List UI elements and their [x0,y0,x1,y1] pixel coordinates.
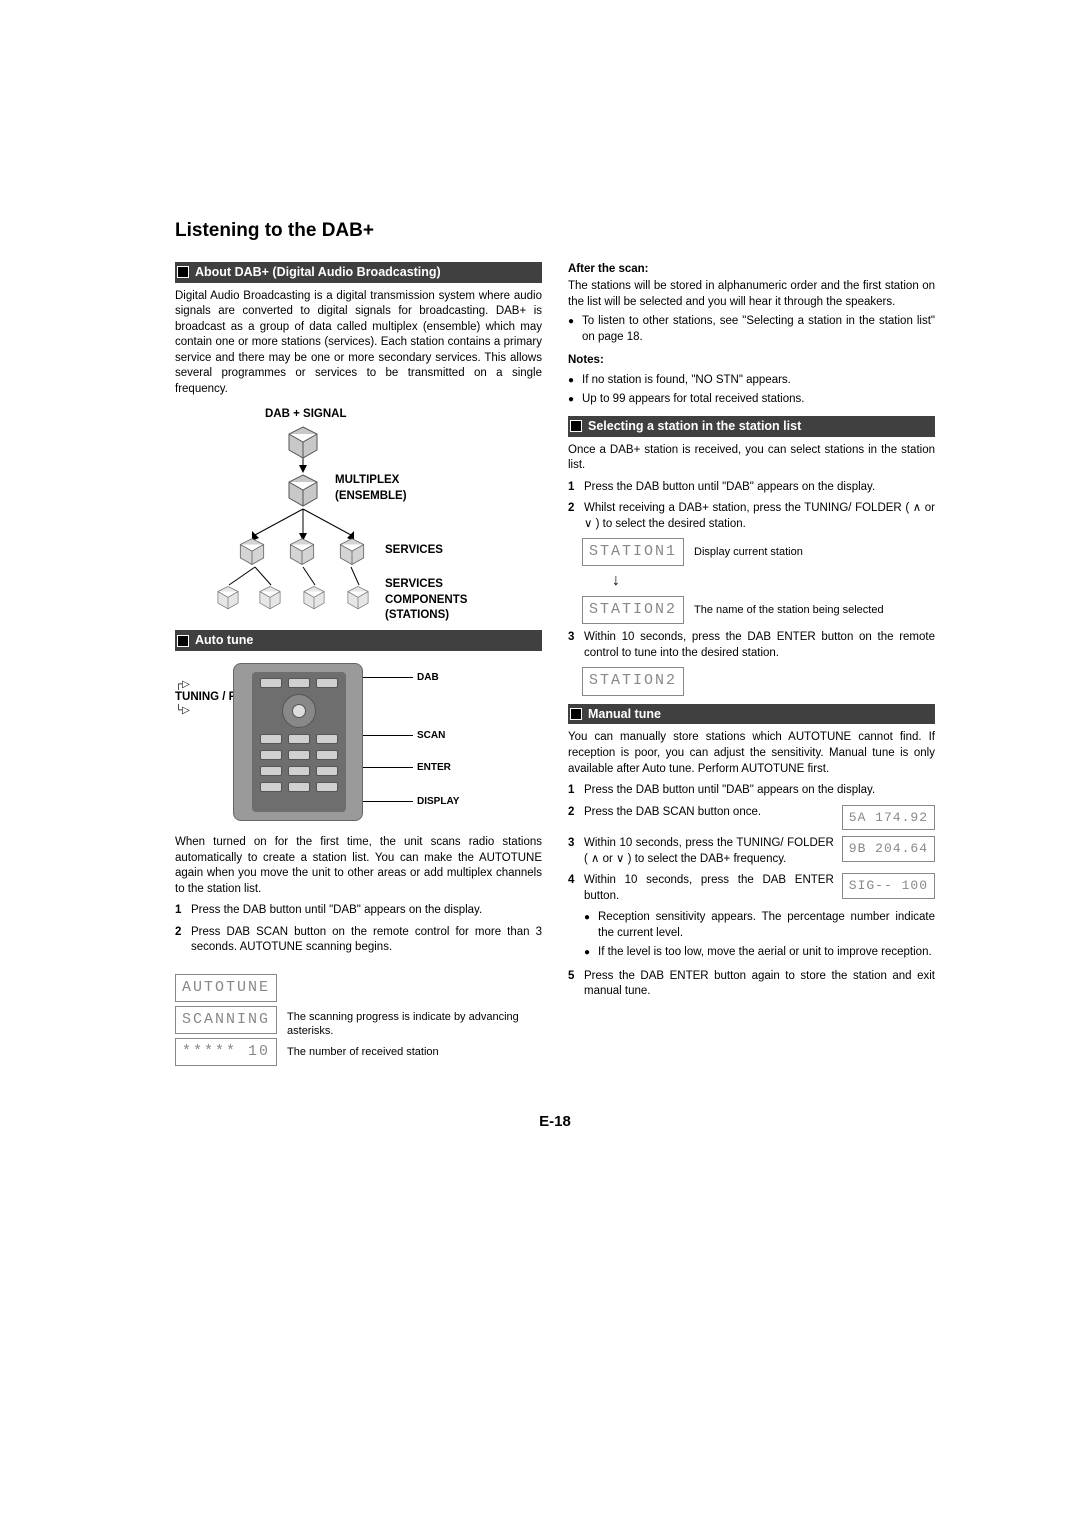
select-steps-2: Within 10 seconds, press the DAB ENTER b… [568,630,935,661]
cube-icon [257,585,283,611]
auto-intro: When turned on for the first time, the u… [175,835,542,897]
lcd-display: STATION2 [582,596,684,624]
signal-diagram: DAB + SIGNAL [175,407,542,622]
caption-selected: The name of the station being selected [694,603,884,618]
square-icon [177,635,189,647]
square-icon [177,266,189,278]
step-text: Press the DAB SCAN button once. [584,805,834,821]
section-header-label: About DAB+ (Digital Audio Broadcasting) [195,264,441,281]
after-scan-header: After the scan: [568,262,935,278]
lcd-display: STATION1 [582,538,684,566]
lcd-display: 5A 174.92 [842,805,935,831]
list-item: Reception sensitivity appears. The perce… [584,910,935,941]
lcd-display: STATION2 [582,667,684,695]
notes-header: Notes: [568,353,935,369]
section-header-auto: Auto tune [175,630,542,651]
section-header-about: About DAB+ (Digital Audio Broadcasting) [175,262,542,283]
after-scan-body: The stations will be stored in alphanume… [568,279,935,310]
square-icon [570,708,582,720]
list-item: Press the DAB button until "DAB" appears… [175,903,542,919]
label-components: SERVICES COMPONENTS (STATIONS) [385,577,495,624]
left-column: About DAB+ (Digital Audio Broadcasting) … [175,256,542,1079]
remote-body-icon [233,663,363,821]
callout-enter: ENTER [417,761,451,775]
cube-icon [215,585,241,611]
section-header-label: Selecting a station in the station list [588,418,801,435]
section-header-label: Manual tune [588,706,661,723]
list-item: Press the DAB button until "DAB" appears… [568,480,935,496]
list-item: To listen to other stations, see "Select… [568,314,935,345]
after-scan-bullets: To listen to other stations, see "Select… [568,314,935,345]
page-title: Listening to the DAB+ [175,218,935,244]
label-services: SERVICES [385,543,443,559]
callout-scan: SCAN [417,729,445,743]
caption-current: Display current station [694,545,803,560]
lcd-display: ***** 10 [175,1038,277,1066]
list-item: If no station is found, "NO STN" appears… [568,373,935,389]
auto-steps: Press the DAB button until "DAB" appears… [175,903,542,956]
list-item: Up to 99 appears for total received stat… [568,392,935,408]
cube-icon [345,585,371,611]
cube-icon [337,537,367,567]
step-text: Within 10 seconds, press the DAB ENTER b… [584,873,834,904]
section-header-select: Selecting a station in the station list [568,416,935,437]
cube-icon [301,585,327,611]
note-number: The number of received station [287,1045,542,1060]
step-text: Within 10 seconds, press the TUNING/ FOL… [584,836,834,867]
section-header-label: Auto tune [195,632,253,649]
list-item: Within 10 seconds, press the TUNING/ FOL… [568,836,935,867]
manual-steps: Press the DAB button until "DAB" appears… [568,783,935,1000]
cube-icon [237,537,267,567]
lcd-display: 9B 204.64 [842,836,935,862]
callout-dab: DAB [417,671,439,685]
list-item: If the level is too low, move the aerial… [584,945,935,961]
cube-icon [287,537,317,567]
lcd-display: AUTOTUNE [175,974,277,1002]
list-item: Within 10 seconds, press the DAB ENTER b… [568,630,935,661]
content-columns: About DAB+ (Digital Audio Broadcasting) … [175,256,935,1079]
right-column: After the scan: The stations will be sto… [568,256,935,1079]
list-item: Press the DAB ENTER button again to stor… [568,969,935,1000]
lcd-display: SIG-- 100 [842,873,935,899]
section-header-manual: Manual tune [568,704,935,725]
select-intro: Once a DAB+ station is received, you can… [568,443,935,474]
notes-bullets: If no station is found, "NO STN" appears… [568,373,935,408]
select-steps-1: Press the DAB button until "DAB" appears… [568,480,935,533]
lcd-display: SCANNING [175,1006,277,1034]
label-multiplex: MULTIPLEX (ENSEMBLE) [335,473,445,504]
arrow-down-icon: ↓ [612,570,935,592]
list-item: Within 10 seconds, press the DAB ENTER b… [568,873,935,961]
square-icon [570,420,582,432]
cube-icon [285,473,321,509]
manual-intro: You can manually store stations which AU… [568,730,935,777]
note-progress: The scanning progress is indicate by adv… [287,1010,542,1040]
cube-icon [285,425,321,461]
list-item: Press the DAB SCAN button once. 5A 174.9… [568,805,935,831]
list-item: Whilst receiving a DAB+ station, press t… [568,501,935,532]
remote-figure: ┌▷ TUNING / FOLDER └▷ [175,659,542,827]
callout-display: DISPLAY [417,795,459,809]
about-body: Digital Audio Broadcasting is a digital … [175,289,542,398]
page-number: E-18 [175,1112,935,1132]
list-item: Press the DAB button until "DAB" appears… [568,783,935,799]
list-item: Press DAB SCAN button on the remote cont… [175,925,542,956]
